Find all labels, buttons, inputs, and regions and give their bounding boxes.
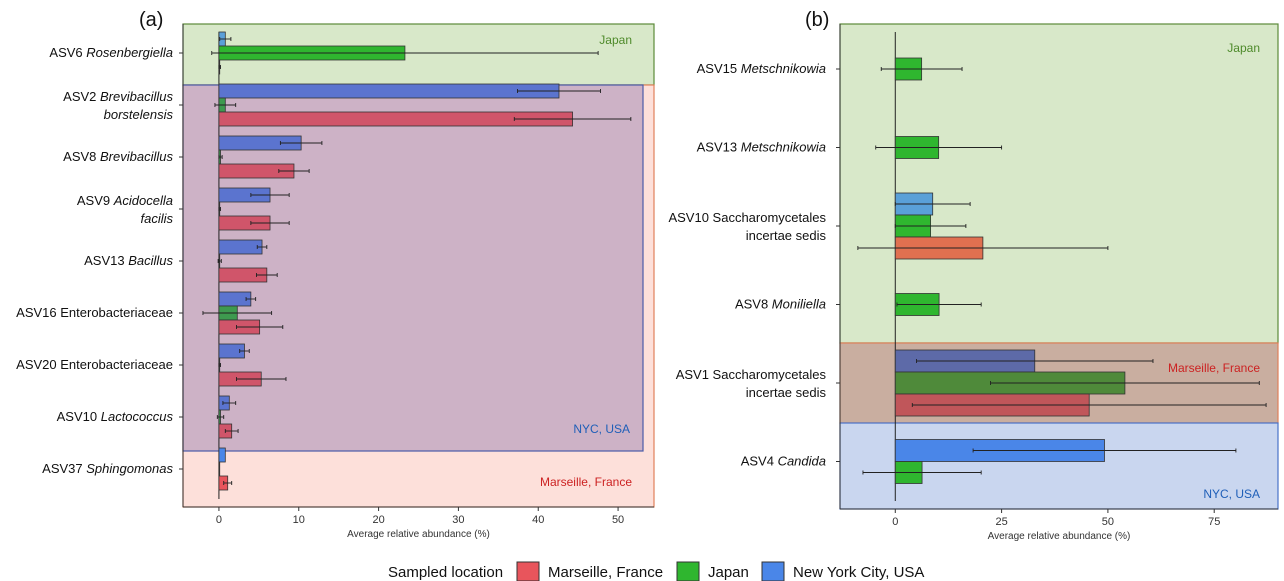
label-prefix: ASV10 xyxy=(668,210,712,225)
label-prefix: ASV1 xyxy=(676,367,713,382)
label-prefix: ASV8 xyxy=(735,297,772,312)
x-tick-label: 50 xyxy=(612,514,624,526)
y-tick-label: ASV10 Saccharomycetales xyxy=(668,210,826,225)
legend-swatch xyxy=(761,561,785,581)
x-tick-label: 30 xyxy=(452,514,464,526)
legend-swatch xyxy=(516,561,540,581)
legend-item-label: New York City, USA xyxy=(793,564,924,581)
legend-title: Sampled location xyxy=(388,564,503,581)
bar xyxy=(218,83,560,99)
y-tick-label: ASV8 Moniliella xyxy=(735,297,826,312)
panel-label: (b) xyxy=(805,9,829,31)
label-prefix: ASV37 xyxy=(42,461,86,476)
y-tick-label-line2: facilis xyxy=(140,211,173,226)
y-tick-label: ASV6 Rosenbergiella xyxy=(49,45,173,60)
label-taxon: Brevibacillus xyxy=(100,149,173,164)
y-tick-label: ASV2 Brevibacillus xyxy=(63,89,173,104)
y-tick-label: ASV13 Bacillus xyxy=(84,253,173,268)
region-label: NYC, USA xyxy=(573,422,630,436)
label-taxon: Moniliella xyxy=(772,297,826,312)
y-tick-label: ASV8 Brevibacillus xyxy=(63,149,173,164)
y-tick-label-line2: incertae sedis xyxy=(746,228,827,243)
label-taxon: Candida xyxy=(778,454,826,469)
label-taxon: Sphingomonas xyxy=(86,461,173,476)
x-tick-label: 0 xyxy=(892,516,898,528)
x-tick-label: 10 xyxy=(293,514,305,526)
label-taxon: Enterobacteriaceae xyxy=(60,305,173,320)
label-taxon: Lactococcus xyxy=(101,409,174,424)
x-tick-label: 75 xyxy=(1208,516,1220,528)
y-tick-label: ASV1 Saccharomycetales xyxy=(676,367,827,382)
y-tick-label-line2: incertae sedis xyxy=(746,385,827,400)
x-axis-label: Average relative abundance (%) xyxy=(347,529,490,540)
bar xyxy=(218,239,263,255)
legend-item-label: Japan xyxy=(708,564,749,581)
x-tick-label: 50 xyxy=(1102,516,1114,528)
region-label: NYC, USA xyxy=(1203,487,1260,501)
y-tick-label: ASV20 Enterobacteriaceae xyxy=(16,357,173,372)
label-prefix: ASV6 xyxy=(49,45,86,60)
label-taxon: Rosenbergiella xyxy=(86,45,173,60)
label-taxon: Metschnikowia xyxy=(741,140,826,155)
panel-label: (a) xyxy=(139,9,163,31)
y-tick-label: ASV37 Sphingomonas xyxy=(42,461,173,476)
y-tick-label: ASV4 Candida xyxy=(741,454,826,469)
region-label: Japan xyxy=(1227,41,1260,55)
label-prefix: ASV4 xyxy=(741,454,778,469)
y-tick-label: ASV9 Acidocella xyxy=(77,193,173,208)
region-label: Japan xyxy=(599,33,632,47)
label-taxon: Saccharomycetales xyxy=(713,210,827,225)
x-tick-label: 20 xyxy=(372,514,384,526)
label-taxon: Enterobacteriaceae xyxy=(60,357,173,372)
label-prefix: ASV15 xyxy=(697,61,741,76)
label-taxon: Brevibacillus xyxy=(100,89,173,104)
chart-panel-a: ASV6 Rosenbergiella ASV2 Brevibacillus bor… xyxy=(16,9,655,540)
region-label: Marseille, France xyxy=(540,475,632,489)
y-tick-label: ASV16 Enterobacteriaceae xyxy=(16,305,173,320)
label-prefix: ASV16 xyxy=(16,305,60,320)
legend-swatch xyxy=(676,561,700,581)
legend-item-label: Marseille, France xyxy=(548,564,663,581)
x-axis-label: Average relative abundance (%) xyxy=(988,531,1131,542)
label-taxon: Bacillus xyxy=(128,253,173,268)
y-tick-label: ASV15 Metschnikowia xyxy=(697,61,826,76)
y-tick-label-line2: borstelensis xyxy=(104,107,174,122)
y-tick-label: ASV10 Lactococcus xyxy=(57,409,174,424)
label-taxon: Acidocella xyxy=(113,193,173,208)
x-tick-label: 25 xyxy=(995,516,1007,528)
label-prefix: ASV13 xyxy=(84,253,128,268)
label-prefix: ASV13 xyxy=(697,140,741,155)
region-label: Marseille, France xyxy=(1168,361,1260,375)
legend: Sampled location Marseille, France Japan Ne… xyxy=(388,561,924,581)
label-taxon: Saccharomycetales xyxy=(713,367,827,382)
label-prefix: ASV8 xyxy=(63,149,100,164)
label-prefix: ASV20 xyxy=(16,357,60,372)
x-tick-label: 0 xyxy=(216,514,222,526)
bar xyxy=(218,461,221,477)
x-tick-label: 40 xyxy=(532,514,544,526)
label-taxon: Metschnikowia xyxy=(741,61,826,76)
bar xyxy=(218,447,226,463)
label-prefix: ASV9 xyxy=(77,193,114,208)
y-tick-label: ASV13 Metschnikowia xyxy=(697,140,826,155)
label-prefix: ASV2 xyxy=(63,89,100,104)
label-prefix: ASV10 xyxy=(57,409,101,424)
